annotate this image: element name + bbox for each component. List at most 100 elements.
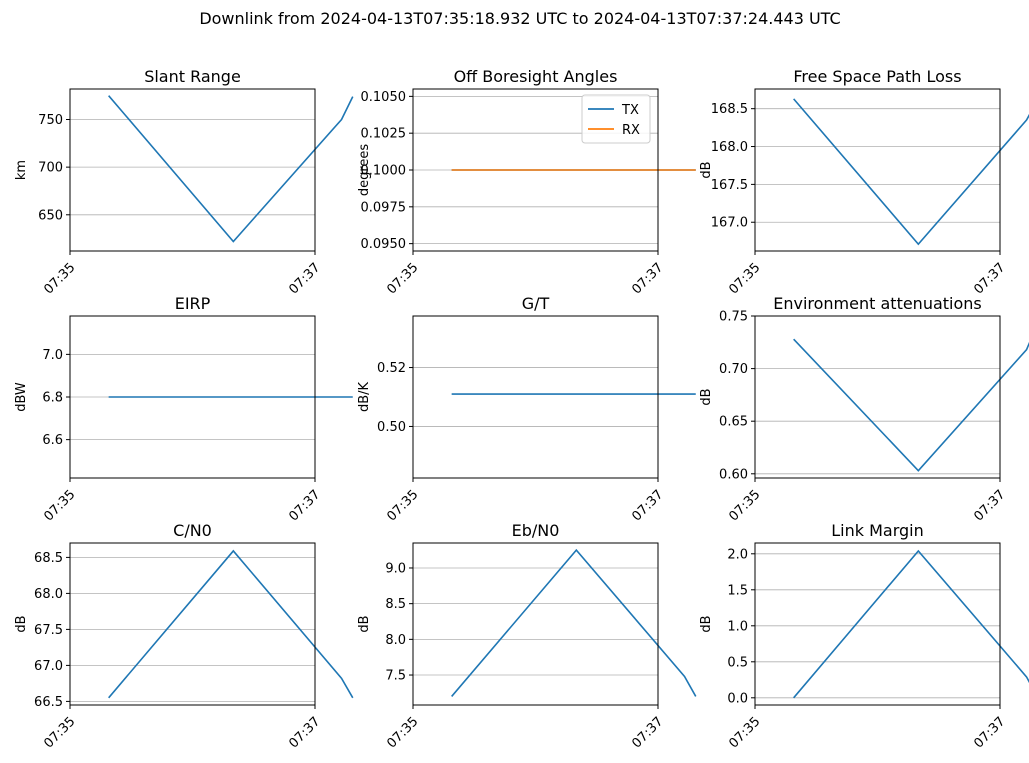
y-tick-label: 67.5: [34, 623, 63, 638]
y-tick-label: 0.75: [719, 310, 748, 325]
y-tick-label: 0.5: [727, 655, 748, 670]
x-tick-label: 07:37: [629, 487, 666, 524]
series-line: [793, 98, 1029, 246]
x-tick-label: 07:35: [41, 714, 78, 751]
y-axis-label: km: [14, 160, 29, 180]
y-tick-label: 700: [38, 161, 63, 176]
y-axis-label: dBW: [14, 382, 29, 412]
subplot-title: Off Boresight Angles: [454, 67, 618, 86]
y-axis-label: dB: [699, 388, 714, 405]
subplot-title: G/T: [522, 294, 550, 313]
axes-frame: [69, 542, 316, 706]
y-tick-label: 8.0: [385, 633, 406, 648]
x-tick-label: 07:35: [384, 260, 421, 297]
figure-suptitle: Downlink from 2024-04-13T07:35:18.932 UT…: [199, 9, 840, 28]
x-tick-label: 07:35: [384, 487, 421, 524]
legend-label: TX: [621, 103, 639, 118]
y-tick-label: 0.1025: [361, 127, 407, 142]
subplot-6: 0.60 0.65 0.70 0.75 07:35 07:37 Environment at…: [699, 294, 1029, 524]
y-tick-label: 0.50: [377, 420, 406, 435]
subplot-1: 650 700 750 07:35 07:37 Slant Range km: [14, 67, 354, 297]
y-tick-label: 0.1000: [361, 164, 407, 179]
y-tick-label: 750: [38, 113, 63, 128]
y-tick-label: 68.0: [34, 587, 63, 602]
y-tick-label: 0.60: [719, 467, 748, 482]
y-axis-label: degrees: [357, 144, 372, 197]
subplot-title: Free Space Path Loss: [793, 67, 961, 86]
subplot-4: 6.6 6.8 7.0 07:35 07:37 EIRP dBW: [14, 294, 353, 524]
x-tick-label: 07:37: [971, 487, 1008, 524]
x-tick-label: 07:35: [41, 487, 78, 524]
x-tick-label: 07:35: [384, 714, 421, 751]
y-tick-label: 6.6: [42, 433, 63, 448]
axes-frame: [69, 88, 316, 252]
y-tick-label: 650: [38, 208, 63, 223]
x-tick-label: 07:35: [726, 487, 763, 524]
y-tick-label: 66.5: [34, 695, 63, 710]
legend-label: RX: [622, 123, 640, 138]
subplot-9: 0.0 0.5 1.0 1.5 2.0 07:35 07:37 Link Margin dB: [699, 521, 1029, 751]
y-axis-label: dB: [14, 615, 29, 632]
series-line: [793, 549, 1029, 699]
axes-frame: [412, 542, 659, 706]
y-tick-label: 9.0: [385, 561, 406, 576]
x-tick-label: 07:37: [286, 487, 323, 524]
subplot-7: 66.5 67.0 67.5 68.0 68.5 07:35 07:37 C/N0 dB: [14, 521, 354, 751]
y-tick-label: 0.0: [727, 691, 748, 706]
x-tick-label: 07:37: [629, 260, 666, 297]
y-tick-label: 67.0: [34, 659, 63, 674]
subplot-title: Slant Range: [144, 67, 241, 86]
subplot-3: 167.0 167.5 168.0 168.5 07:35 07:37 Free Space…: [699, 67, 1029, 297]
x-tick-label: 07:35: [41, 260, 78, 297]
y-axis-label: dB: [699, 615, 714, 632]
y-tick-label: 167.5: [711, 178, 748, 193]
x-tick-label: 07:35: [726, 714, 763, 751]
subplot-title: Eb/N0: [512, 521, 560, 540]
subplot-2: 0.0950 0.0975 0.1000 0.1025 0.1050 07:35 07:37…: [357, 67, 696, 297]
y-axis-label: dB: [699, 161, 714, 178]
x-tick-label: 07:37: [971, 714, 1008, 751]
y-tick-label: 2.0: [727, 547, 748, 562]
subplot-title: Environment attenuations: [773, 294, 982, 313]
y-axis-label: dB/K: [357, 381, 372, 412]
axes-frame: [754, 315, 1001, 479]
y-tick-label: 168.5: [711, 102, 748, 117]
x-tick-label: 07:37: [286, 260, 323, 297]
y-tick-label: 0.0975: [361, 200, 407, 215]
y-tick-label: 0.52: [377, 361, 406, 376]
x-tick-label: 07:37: [286, 714, 323, 751]
y-tick-label: 1.0: [727, 619, 748, 634]
subplot-8: 7.5 8.0 8.5 9.0 07:35 07:37 Eb/N0 dB: [357, 521, 697, 751]
x-tick-label: 07:35: [726, 260, 763, 297]
y-tick-label: 0.65: [719, 415, 748, 430]
y-tick-label: 68.5: [34, 551, 63, 566]
subplot-title: EIRP: [175, 294, 211, 313]
x-tick-label: 07:37: [629, 714, 666, 751]
legend: TX RX: [581, 94, 651, 144]
y-axis-label: dB: [357, 615, 372, 632]
y-tick-label: 6.8: [42, 391, 63, 406]
y-tick-label: 7.0: [42, 348, 63, 363]
axes-frame: [412, 315, 659, 479]
x-tick-label: 07:37: [971, 260, 1008, 297]
y-tick-label: 7.5: [385, 669, 406, 684]
y-tick-label: 0.1050: [361, 90, 407, 105]
series-line: [108, 95, 354, 243]
series-line: [451, 548, 697, 697]
axes-frame: [754, 88, 1001, 252]
y-tick-label: 167.0: [711, 216, 748, 231]
legend-box: [581, 94, 651, 144]
axes-frame: [754, 542, 1001, 706]
subplot-title: Link Margin: [831, 521, 924, 540]
subplot-5: 0.50 0.52 07:35 07:37 G/T dB/K: [357, 294, 696, 524]
y-tick-label: 0.70: [719, 362, 748, 377]
series-line: [108, 549, 354, 699]
y-tick-label: 1.5: [727, 583, 748, 598]
y-tick-label: 168.0: [711, 140, 748, 155]
subplot-title: C/N0: [173, 521, 212, 540]
series-line: [793, 338, 1029, 472]
y-tick-label: 8.5: [385, 597, 406, 612]
y-tick-label: 0.0950: [361, 237, 407, 252]
